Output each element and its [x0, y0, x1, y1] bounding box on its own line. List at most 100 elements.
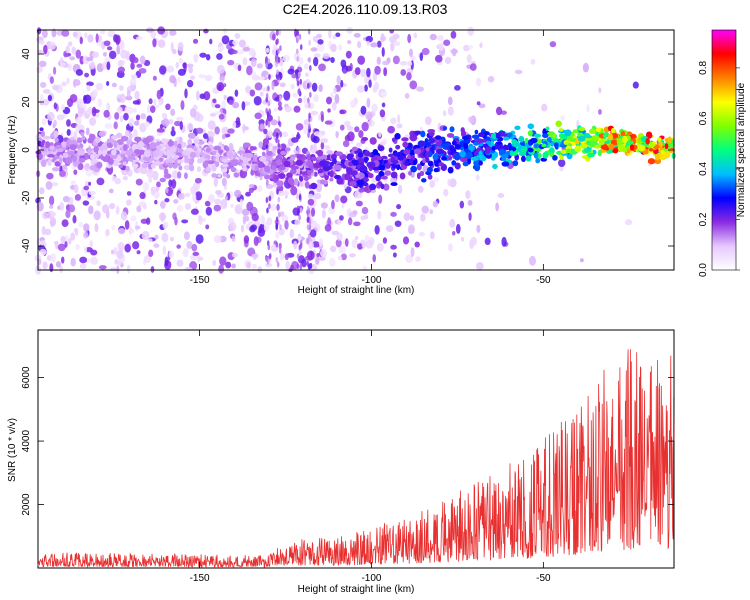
spectrogram-cell: [89, 239, 93, 248]
spectrogram-cell: [476, 101, 481, 106]
spectrogram-cell: [355, 200, 363, 207]
spectrogram-cell: [432, 200, 439, 208]
spectrogram-cell: [414, 130, 422, 135]
spectrogram-cell: [549, 147, 555, 155]
spectrogram-cell: [347, 40, 352, 45]
spectrogram-cell: [42, 89, 51, 94]
spectrogram-cell: [97, 98, 102, 108]
spectrogram-cell: [279, 252, 285, 261]
spectrogram-cell: [334, 174, 341, 180]
spectrogram-cell: [328, 29, 332, 39]
spectrogram-cell: [60, 236, 67, 244]
spectrogram-cell: [42, 261, 48, 270]
spectrogram-cell: [357, 152, 364, 158]
spectrogram-cell: [80, 131, 85, 137]
spectrogram-cell: [49, 76, 54, 84]
spectrogram-cell: [86, 85, 91, 92]
spectrogram-cell: [181, 142, 186, 148]
spectrogram-cell: [610, 139, 618, 146]
spectrogram-cell: [506, 150, 511, 156]
spectrogram-cell: [287, 177, 294, 184]
spectrogram-cell: [356, 179, 365, 186]
spectrogram-cell: [78, 221, 84, 228]
spectrogram-cell: [310, 144, 313, 151]
spectrogram-cell: [96, 177, 105, 186]
spectrogram-cell: [76, 137, 83, 144]
spectrogram-cell: [268, 73, 271, 80]
spectrogram-cell: [115, 150, 120, 155]
spectrogram-cell: [84, 163, 90, 168]
spectrogram-cell: [44, 228, 52, 236]
spectrogram-cell: [279, 211, 285, 217]
spectrogram-cell: [337, 44, 343, 51]
spectrogram-cell: [351, 146, 358, 152]
spectrogram-cell: [207, 130, 214, 137]
spectrogram-cell: [143, 144, 148, 149]
spectrogram-cell: [308, 56, 311, 63]
spectrogram-cell: [173, 199, 179, 204]
spectrogram-cell: [142, 137, 151, 145]
spectrogram-cell: [463, 142, 469, 149]
spectrogram-cell: [250, 224, 258, 231]
spectrogram-cell: [211, 173, 217, 178]
spectrogram-cell: [258, 141, 263, 149]
spectrogram-cell: [290, 156, 296, 161]
spectrogram-cell: [136, 63, 143, 68]
spectrogram-cell: [203, 28, 209, 34]
spectrogram-cell: [275, 139, 280, 143]
spectrogram-cell: [426, 166, 433, 173]
spectrogram-cell: [308, 218, 312, 225]
spectrogram-cell: [170, 41, 174, 52]
spectrogram-cell: [296, 29, 300, 36]
spectrogram-cell: [119, 40, 125, 50]
spectrogram-cell: [528, 147, 534, 153]
spectrogram-cell: [546, 131, 555, 136]
spectrogram-cell: [296, 193, 299, 200]
spectrogram-cell: [307, 208, 311, 215]
spectrogram-cell: [246, 201, 254, 212]
spectrogram-cell: [410, 165, 418, 173]
spectrogram-cell: [189, 151, 197, 159]
spectrogram-cell: [303, 95, 307, 104]
spectrogram-cell: [315, 256, 320, 266]
spectrogram-cell: [306, 82, 310, 89]
spectrogram-cell: [542, 133, 549, 138]
spectrogram-cell: [47, 154, 55, 158]
spectrogram-cell: [95, 136, 101, 144]
spectrogram-cell: [320, 141, 325, 150]
spectrogram-cell: [176, 244, 181, 249]
spectrogram-cell: [50, 182, 59, 187]
spectrogram-cell: [330, 57, 335, 63]
spectrogram-cell: [471, 134, 480, 139]
spectrogram-cell: [253, 96, 262, 106]
spectrogram-cell: [178, 136, 183, 143]
spectrogram-cell: [461, 135, 469, 140]
spectrogram-cell: [156, 186, 160, 192]
spectrogram-cell: [321, 209, 326, 219]
spectrogram-cell: [146, 168, 155, 179]
spectrogram-cell: [338, 246, 346, 255]
spectrogram-cell: [368, 173, 374, 179]
spectrogram-cell: [549, 41, 557, 48]
spectrogram-cell: [429, 33, 437, 41]
spectrogram-cell: [579, 143, 588, 149]
spectrogram-cell: [275, 216, 279, 223]
spectrogram-cell: [40, 141, 45, 147]
spectrogram-cell: [327, 108, 331, 113]
spectrogram-cell: [251, 74, 260, 81]
spectrogram-cell: [160, 138, 168, 144]
spectrogram-cell: [264, 262, 273, 268]
spectrogram-cell: [313, 53, 321, 58]
snr-y-label: SNR (10 * v/v): [7, 418, 18, 482]
spectrogram-cell: [104, 123, 113, 129]
spectrogram-cell: [95, 82, 104, 91]
spectrogram-cell: [267, 100, 271, 107]
spectrogram-cell: [102, 51, 107, 57]
spectrogram-cell: [117, 242, 125, 251]
spectrogram-cell: [420, 213, 426, 222]
spectrogram-cell: [298, 250, 303, 255]
spectrogram-cell: [273, 107, 279, 112]
spectrogram-cell: [419, 126, 423, 132]
spectrogram-cell: [45, 181, 53, 190]
spectrogram-cell: [51, 28, 57, 38]
